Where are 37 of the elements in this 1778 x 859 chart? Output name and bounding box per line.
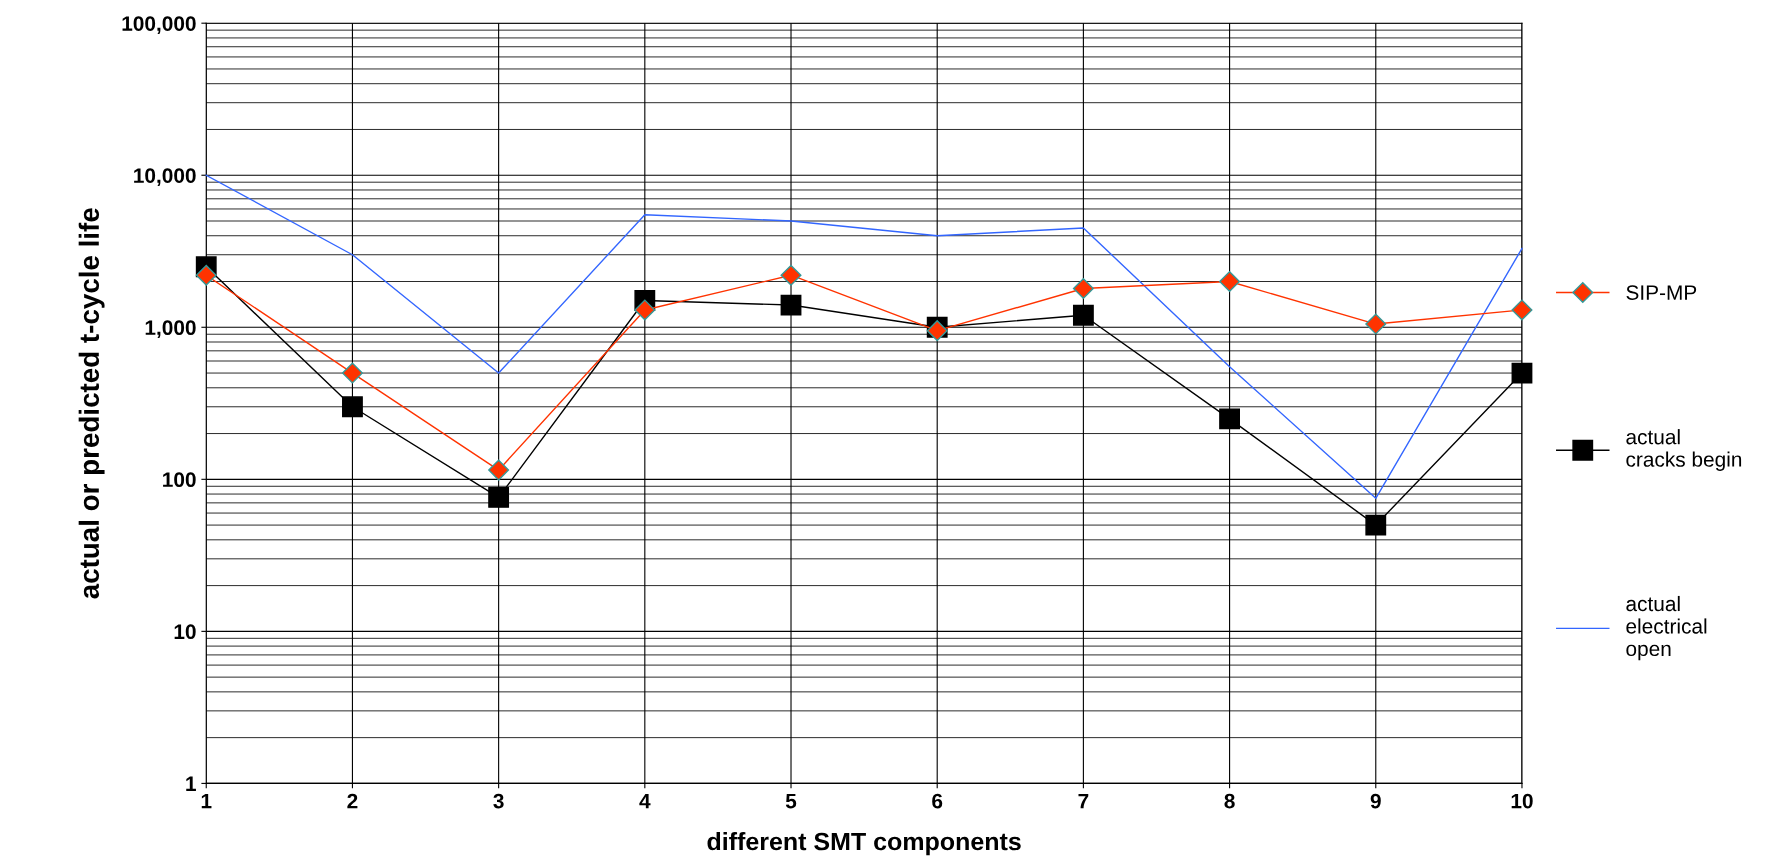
point (488, 487, 510, 508)
point (1219, 270, 1241, 293)
point (1511, 299, 1533, 321)
x-tick-label: 1 (201, 793, 212, 809)
y-tick-label: 1 (186, 776, 196, 791)
legend-label: SIP-MP (1626, 285, 1697, 300)
x-tick-label: 8 (1224, 793, 1235, 809)
legend-label: actual cracks begin (1626, 429, 1742, 471)
y-tick-label: 100 (163, 472, 196, 488)
point (1072, 304, 1094, 326)
x-tick-label: 4 (639, 793, 651, 809)
legend-label: actual electrical open (1626, 595, 1707, 661)
point (341, 362, 363, 384)
y-axis-title: actual or predicted t-cycle life (78, 208, 105, 599)
x-tick-label: 3 (493, 793, 504, 809)
point (1072, 277, 1094, 299)
point (1365, 313, 1387, 335)
x-tick-label: 5 (785, 793, 797, 809)
x-tick-label: 7 (1078, 793, 1089, 809)
y-tick-label: 10,000 (134, 168, 196, 187)
x-tick-label: 2 (347, 793, 358, 809)
point (780, 294, 802, 316)
point (342, 396, 363, 418)
x-tick-label: 9 (1370, 793, 1381, 809)
y-tick-label: 1,000 (145, 320, 196, 339)
y-tick-label: 10 (174, 624, 196, 640)
point (780, 264, 802, 286)
point (195, 264, 217, 286)
point (1511, 362, 1533, 384)
point (634, 299, 656, 321)
point (1365, 514, 1387, 536)
x-tick-label: 6 (932, 793, 943, 809)
point (488, 459, 510, 481)
y-tick-label: 100,000 (122, 16, 196, 34)
x-tick-label: 10 (1511, 793, 1533, 809)
x-axis-title: different SMT components (707, 832, 1021, 856)
point (1219, 408, 1241, 430)
